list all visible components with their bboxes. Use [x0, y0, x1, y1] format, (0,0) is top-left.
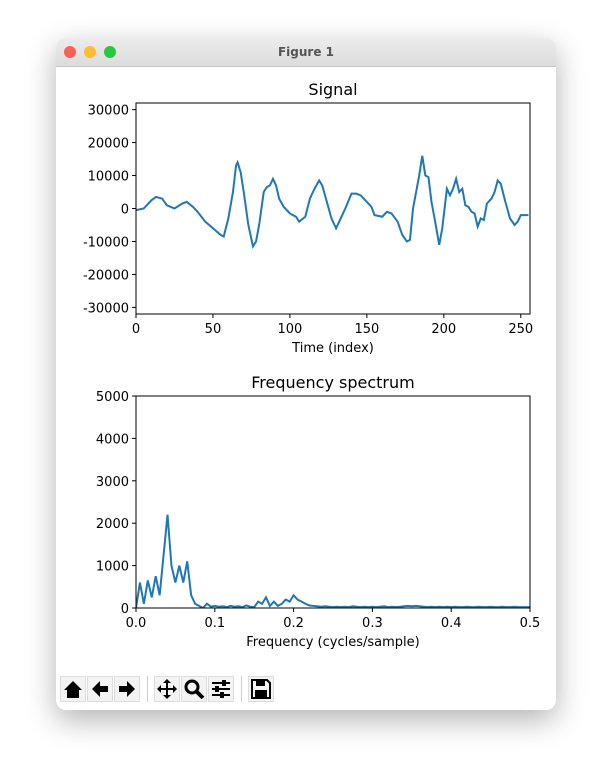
y-tick-label: 2000 [96, 517, 129, 532]
window: Figure 1 Signal Time (index) -30000 -20000 -… [56, 38, 556, 710]
zoom-button[interactable] [104, 46, 116, 58]
x-tick-label: 0 [132, 322, 140, 337]
axes-frame [135, 395, 531, 609]
chart-title: Frequency spectrum [251, 373, 414, 392]
home-button[interactable] [60, 676, 86, 702]
data-line [136, 514, 530, 608]
x-tick-label: 0.5 [520, 616, 541, 631]
chart-title: Signal [308, 80, 357, 99]
x-tick-label: 0.2 [283, 616, 304, 631]
separator [147, 676, 148, 702]
pan-button[interactable] [154, 676, 180, 702]
x-tick-label: 0.0 [126, 616, 147, 631]
x-tick-label: 100 [277, 322, 302, 337]
title-bar: Figure 1 [56, 38, 556, 67]
forward-button[interactable] [114, 676, 140, 702]
data-line [136, 155, 529, 250]
toolbar [56, 674, 556, 704]
close-button[interactable] [64, 46, 76, 58]
axes-frame [135, 102, 531, 315]
zoom-rect-button[interactable] [181, 676, 207, 702]
y-tick-label: -30000 [83, 301, 129, 316]
x-tick-label: 200 [431, 322, 456, 337]
separator [241, 676, 242, 702]
y-tick-label: 3000 [96, 475, 129, 490]
x-axis-label: Frequency (cycles/sample) [246, 635, 419, 650]
configure-button[interactable] [208, 676, 234, 702]
y-tick-label: -10000 [83, 235, 129, 250]
window-title: Figure 1 [277, 45, 335, 59]
minimize-button[interactable] [84, 46, 96, 58]
x-tick-label: 0.1 [204, 616, 225, 631]
y-tick-label: 0 [121, 602, 129, 617]
x-tick-label: 0.3 [362, 616, 383, 631]
save-button[interactable] [248, 676, 274, 702]
x-tick-label: 150 [354, 322, 379, 337]
x-tick-label: 250 [508, 322, 533, 337]
y-tick-label: 0 [121, 203, 129, 218]
y-tick-label: 5000 [96, 390, 129, 405]
y-tick-label: 10000 [88, 170, 129, 185]
x-axis-label: Time (index) [291, 341, 374, 356]
x-tick-label: 0.4 [441, 616, 462, 631]
y-tick-label: 20000 [88, 137, 129, 152]
y-tick-label: -20000 [83, 268, 129, 283]
y-tick-label: 4000 [96, 432, 129, 447]
back-button[interactable] [87, 676, 113, 702]
y-tick-label: 1000 [96, 560, 129, 575]
y-tick-label: 30000 [88, 104, 129, 119]
x-tick-label: 50 [205, 322, 222, 337]
figure: Signal Time (index) -30000 -20000 -10000 0 100… [83, 80, 541, 650]
